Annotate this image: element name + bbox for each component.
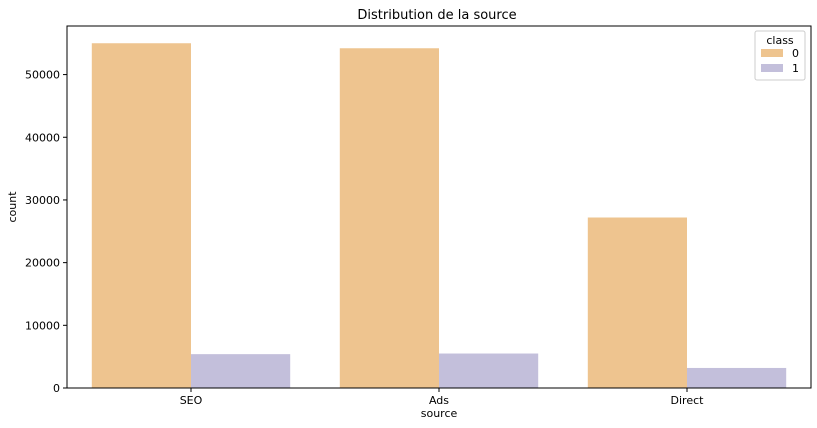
bar-direct-class-1 — [687, 367, 787, 388]
x-tick-label: SEO — [180, 394, 203, 407]
y-tick-label: 10000 — [25, 319, 60, 332]
x-axis-label: source — [421, 407, 458, 420]
bar-ads-class-0 — [339, 48, 439, 389]
chart-title: Distribution de la source — [357, 8, 516, 23]
y-axis: 0 10000 20000 30000 40000 50000 — [25, 69, 67, 395]
y-tick-label: 0 — [53, 382, 60, 395]
y-tick-label: 30000 — [25, 194, 60, 207]
x-axis: SEO Ads Direct — [180, 388, 704, 407]
legend-swatch-class-1 — [761, 64, 783, 72]
y-axis-label: count — [6, 191, 19, 223]
legend-label-class-1: 1 — [792, 62, 799, 75]
y-tick-label: 40000 — [25, 131, 60, 144]
y-tick-label: 20000 — [25, 257, 60, 270]
legend-swatch-class-0 — [761, 49, 783, 57]
x-tick-label: Ads — [429, 394, 449, 407]
bar-seo-class-0 — [91, 43, 191, 388]
x-tick-label: Direct — [671, 394, 705, 407]
bar-seo-class-1 — [191, 354, 291, 388]
bar-direct-class-0 — [587, 217, 687, 388]
legend: class 0 1 — [754, 30, 806, 81]
bars-group — [91, 43, 787, 389]
y-tick-label: 50000 — [25, 69, 60, 82]
legend-label-class-0: 0 — [792, 47, 799, 60]
legend-title: class — [766, 34, 794, 47]
bar-ads-class-1 — [439, 353, 539, 388]
